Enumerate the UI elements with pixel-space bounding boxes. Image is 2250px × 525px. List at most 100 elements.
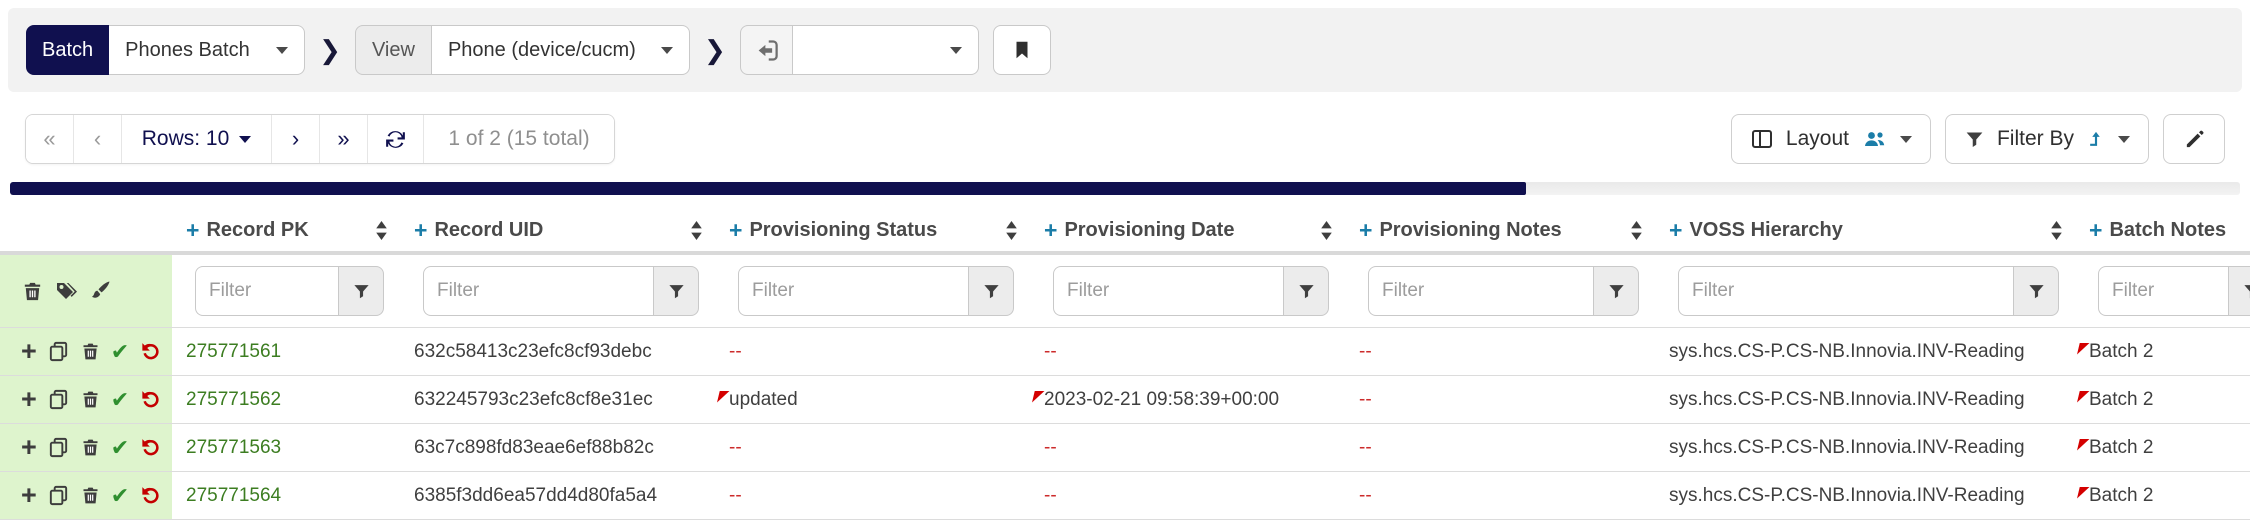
- confirm-row-icon[interactable]: ✔: [110, 434, 130, 460]
- batch-select[interactable]: Phones Batch: [109, 25, 306, 75]
- filter-row: [0, 255, 2250, 328]
- refresh-button[interactable]: [368, 115, 424, 163]
- delete-row-icon[interactable]: [80, 437, 101, 458]
- filter-apply-button[interactable]: [968, 266, 1014, 316]
- bookmark-icon: [1011, 38, 1033, 62]
- filter-apply-button[interactable]: [2013, 266, 2059, 316]
- filter-by-label: Filter By: [1996, 127, 2074, 150]
- filter-apply-button[interactable]: [653, 266, 699, 316]
- filter-cell-record-uid: [400, 266, 715, 316]
- records-table: + Record PK + Record UID + Provisioning Sta…: [0, 209, 2250, 520]
- confirm-row-icon[interactable]: ✔: [110, 338, 130, 364]
- sort-icon[interactable]: [2050, 220, 2063, 240]
- row-actions: + ✔: [0, 376, 172, 423]
- sort-icon[interactable]: [1005, 220, 1018, 240]
- sort-icon[interactable]: [1320, 220, 1333, 240]
- last-page-button[interactable]: »: [320, 115, 368, 163]
- header-provisioning-date[interactable]: + Provisioning Date: [1030, 218, 1345, 242]
- previous-page-button[interactable]: ‹: [74, 115, 122, 163]
- header-record-pk[interactable]: + Record PK: [172, 218, 400, 242]
- edit-button[interactable]: [2163, 114, 2225, 164]
- bulk-brush-icon[interactable]: [88, 279, 112, 303]
- cell-record-pk: 275771562: [172, 389, 400, 411]
- table-row: + ✔ 275771561 632c58413c23efc8cf93debc -…: [0, 328, 2250, 376]
- cell-batch-notes: Batch 2: [2075, 437, 2250, 459]
- header-batch-notes[interactable]: + Batch Notes: [2089, 216, 2227, 243]
- cell-batch-notes: Batch 2: [2075, 389, 2250, 411]
- add-row-icon[interactable]: +: [21, 384, 37, 414]
- record-pk-link[interactable]: 275771562: [186, 388, 282, 410]
- cell-provisioning-notes: --: [1359, 484, 1372, 506]
- undo-row-icon[interactable]: [139, 340, 162, 363]
- header-provisioning-notes[interactable]: + Provisioning Notes: [1345, 218, 1655, 242]
- header-provisioning-status[interactable]: + Provisioning Status: [715, 218, 1030, 242]
- add-row-icon[interactable]: +: [21, 432, 37, 462]
- undo-row-icon[interactable]: [139, 484, 162, 507]
- add-row-icon[interactable]: +: [21, 336, 37, 366]
- filter-apply-button[interactable]: [1283, 266, 1329, 316]
- filter-input-voss-hierarchy[interactable]: [1678, 266, 2013, 316]
- header-record-uid[interactable]: + Record UID: [400, 216, 715, 243]
- record-pk-link[interactable]: 275771563: [186, 436, 282, 458]
- add-row-icon[interactable]: +: [21, 480, 37, 510]
- table-header-row: + Record PK + Record UID + Provisioning Sta…: [0, 209, 2250, 255]
- next-page-button[interactable]: ›: [272, 115, 320, 163]
- cell-voss-hierarchy: sys.hcs.CS-P.CS-NB.Innovia.INV-Reading: [1669, 388, 2025, 410]
- copy-row-icon[interactable]: [47, 388, 70, 411]
- table-row: + ✔ 275771563 63c7c898fd83eae6ef88b82c -…: [0, 424, 2250, 472]
- bulk-delete-icon[interactable]: [21, 280, 44, 303]
- filter-by-button[interactable]: Filter By: [1944, 114, 2149, 164]
- layout-button[interactable]: Layout: [1730, 114, 1931, 164]
- view-breadcrumb: View Phone (device/cucm): [354, 25, 690, 75]
- batch-breadcrumb: Batch Phones Batch: [26, 25, 306, 75]
- cell-record-pk: 275771563: [172, 437, 400, 459]
- cell-voss-hierarchy: sys.hcs.CS-P.CS-NB.Innovia.INV-Reading: [1669, 340, 2025, 362]
- sort-direction-icon: [2086, 128, 2106, 150]
- record-pk-link[interactable]: 275771561: [186, 340, 282, 362]
- filter-apply-button[interactable]: [2228, 266, 2250, 316]
- filter-input-batch-notes[interactable]: [2098, 266, 2228, 316]
- copy-row-icon[interactable]: [47, 436, 70, 459]
- confirm-row-icon[interactable]: ✔: [110, 386, 130, 412]
- quick-nav-select[interactable]: [792, 25, 979, 75]
- filter-input-provisioning-date[interactable]: [1053, 266, 1283, 316]
- copy-row-icon[interactable]: [47, 484, 70, 507]
- record-pk-link[interactable]: 275771564: [186, 484, 282, 506]
- filter-input-provisioning-notes[interactable]: [1368, 266, 1593, 316]
- table-body: + ✔ 275771561 632c58413c23efc8cf93debc -…: [0, 328, 2250, 520]
- header-voss-hierarchy[interactable]: + VOSS Hierarchy: [1655, 218, 2075, 242]
- row-actions: + ✔: [0, 472, 172, 519]
- filter-input-provisioning-status[interactable]: [738, 266, 968, 316]
- cell-provisioning-notes: --: [1359, 436, 1372, 458]
- undo-row-icon[interactable]: [139, 436, 162, 459]
- view-select[interactable]: Phone (device/cucm): [431, 25, 690, 75]
- add-column-icon: +: [414, 216, 428, 243]
- filter-input-record-uid[interactable]: [423, 266, 653, 316]
- breadcrumb-bar: Batch Phones Batch ❯ View Phone (device/…: [8, 8, 2242, 92]
- bulk-tag-icon[interactable]: [54, 279, 78, 303]
- copy-row-icon[interactable]: [47, 340, 70, 363]
- filter-apply-button[interactable]: [1593, 266, 1639, 316]
- sort-icon[interactable]: [1630, 220, 1643, 240]
- sort-icon[interactable]: [690, 220, 703, 240]
- cell-provisioning-status: --: [729, 484, 742, 506]
- sort-icon[interactable]: [375, 220, 388, 240]
- undo-row-icon[interactable]: [139, 388, 162, 411]
- delete-row-icon[interactable]: [80, 389, 101, 410]
- chevron-down-icon: [1899, 135, 1912, 143]
- cell-provisioning-date: --: [1044, 340, 1057, 362]
- page-status: 1 of 2 (15 total): [424, 115, 614, 163]
- filter-cell-provisioning-notes: [1345, 266, 1655, 316]
- bookmark-button[interactable]: [992, 25, 1051, 75]
- delete-row-icon[interactable]: [80, 485, 101, 506]
- add-column-icon: +: [2089, 216, 2103, 243]
- first-page-button[interactable]: «: [26, 115, 74, 163]
- rows-per-page-select[interactable]: Rows: 10: [122, 115, 272, 163]
- filter-apply-button[interactable]: [338, 266, 384, 316]
- chevron-down-icon: [660, 46, 673, 54]
- filter-cell-batch-notes: [2075, 266, 2250, 316]
- delete-row-icon[interactable]: [80, 341, 101, 362]
- confirm-row-icon[interactable]: ✔: [110, 482, 130, 508]
- filter-input-record-pk[interactable]: [195, 266, 338, 316]
- layout-label: Layout: [1785, 127, 1849, 150]
